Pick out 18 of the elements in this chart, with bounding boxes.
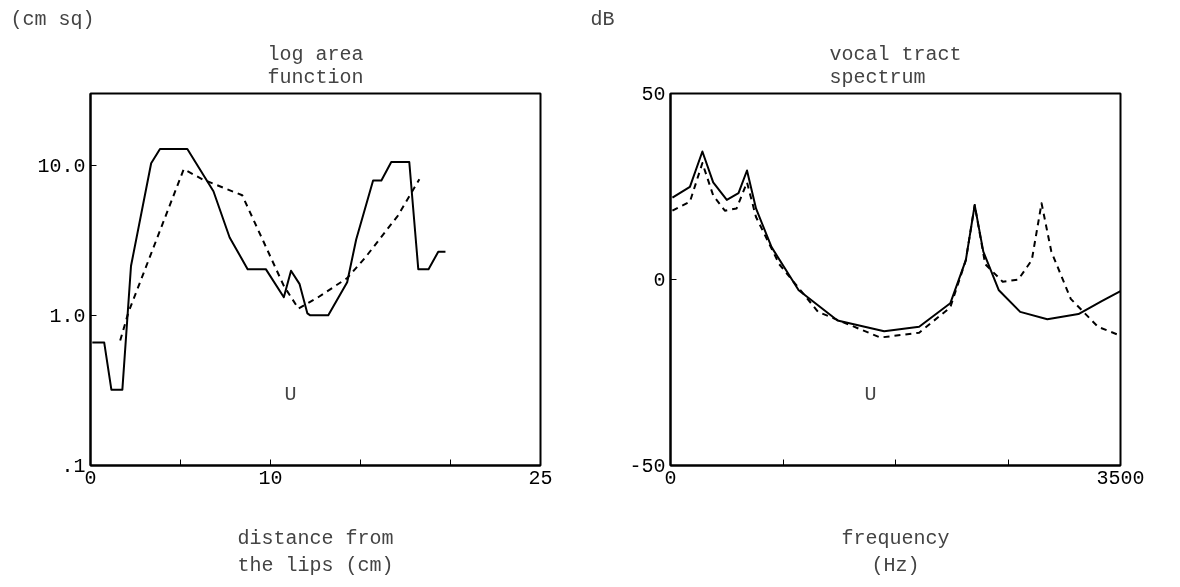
x-axis-title: distance from the lips (cm) (237, 526, 394, 578)
x-tick-label: 25 (528, 466, 553, 490)
x-axis-title: frequency (Hz) (841, 526, 950, 578)
chart-title: log area function (267, 42, 364, 89)
line-series (119, 168, 421, 342)
y-tick-label: .1 (61, 455, 86, 478)
y-axis-title: dB (590, 7, 615, 31)
y-tick-label: 50 (641, 83, 666, 106)
x-tick-label: 3500 (1096, 466, 1145, 490)
annotation: U (864, 382, 877, 406)
x-tick-label: 10 (258, 466, 283, 490)
y-axis-title: (cm sq) (10, 7, 95, 31)
annotation: U (284, 382, 297, 406)
y-tick-label: -50 (629, 455, 666, 478)
y-tick-label: 0 (653, 269, 666, 292)
chart-title: vocal tract spectrum (829, 42, 962, 89)
y-tick-label: 1.0 (49, 304, 86, 328)
y-tick-label: 10.0 (37, 154, 86, 178)
